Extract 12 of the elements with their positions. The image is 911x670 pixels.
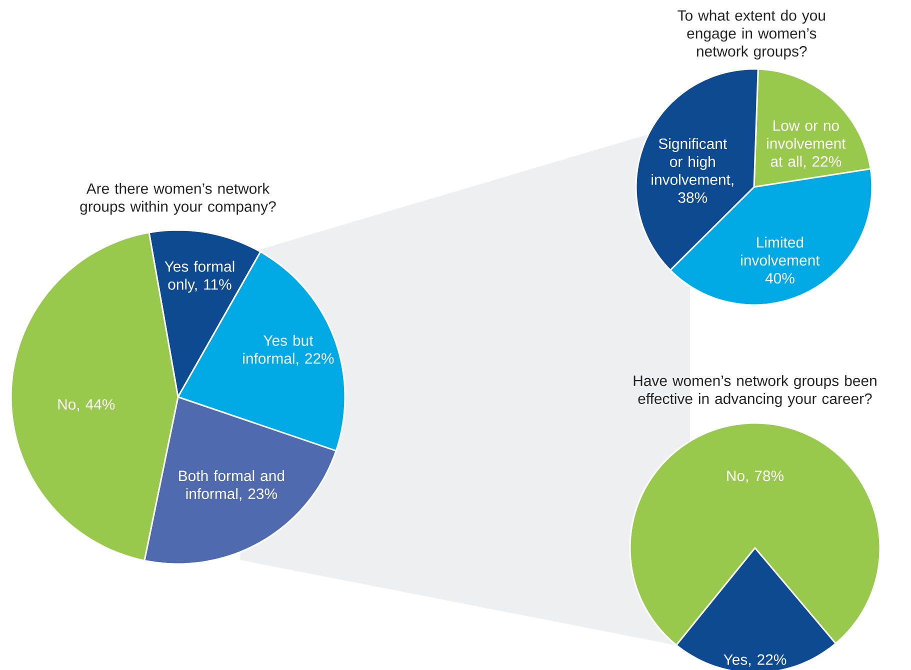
- slice-label: No, 44%: [58, 399, 115, 412]
- slice-label: Low or no involvement at all, 22%: [767, 120, 846, 169]
- chart-title: Have women’s network groups been effective in advancing your career?: [634, 375, 876, 407]
- chart-title: To what extent do you engage in women’s network groups?: [678, 10, 825, 60]
- slice-label: Yes but informal, 22%: [243, 334, 334, 366]
- chart-title: Are there women’s network groups within your company?: [80, 182, 276, 215]
- slice-label: No, 78%: [727, 470, 784, 483]
- slice-label: Both formal and informal, 23%: [179, 470, 284, 501]
- slice-label: Significant or high involvement, 38%: [652, 138, 734, 203]
- slice-label: Limited involvement 40%: [741, 236, 820, 284]
- slice-label: Yes, 22%: [724, 654, 786, 667]
- slice-label: Yes formal only, 11%: [164, 260, 234, 293]
